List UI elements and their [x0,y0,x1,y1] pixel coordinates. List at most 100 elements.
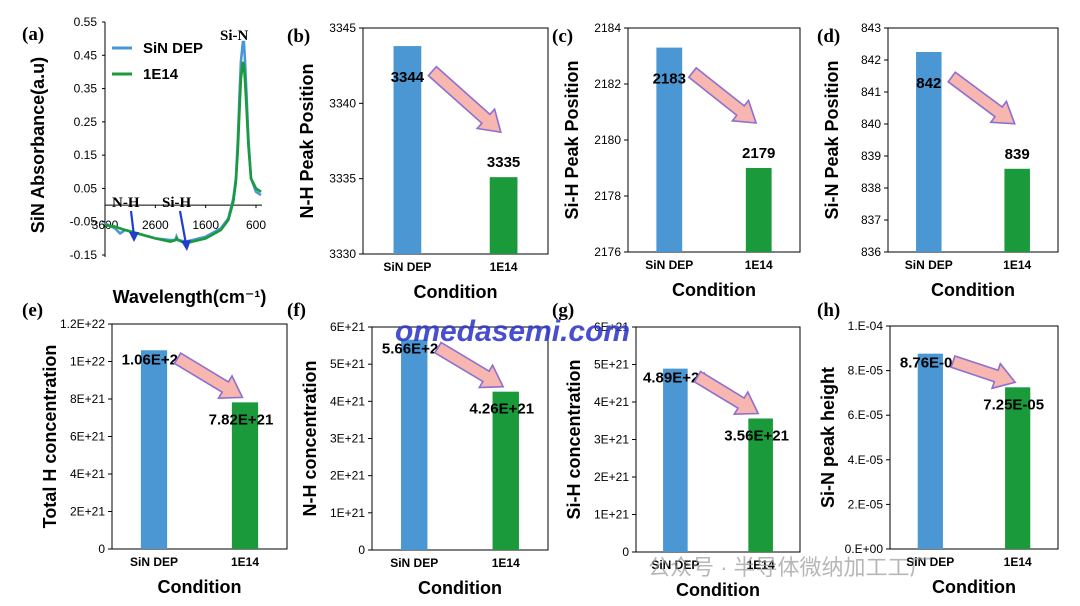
panel-label: (c) [552,26,573,47]
y-tick-label: 3340 [329,96,356,110]
category-label: 1E14 [745,258,773,272]
category-label: 1E14 [490,260,518,274]
data-label: 4.26E+21 [469,401,534,418]
x-axis-title: Condition [414,282,498,302]
panel-c: (c) 2184 2182 2180 2178 2176 SiN DEP 1E14 2183 21… [552,21,801,300]
x-axis-title: Condition [932,577,1016,597]
trend-arrow [947,71,1016,125]
y-tick-label: 0 [98,542,105,556]
y-tick-label: 0.25 [74,115,98,129]
y-axis-title: SiN Absorbance(a.u) [28,57,48,233]
bar-1e14 [489,177,518,254]
y-axis-title: Si-N peak height [818,367,838,508]
annotation-n-h: N-H [112,195,140,211]
pointer-arrow-head [129,232,139,242]
bar-sin-dep [401,339,428,550]
y-tick-label: 3E+21 [594,433,629,447]
y-tick-label: 5E+21 [594,358,629,372]
y-tick-label: 2180 [594,133,621,147]
category-label: 1E14 [1004,555,1032,569]
panel-label: (b) [287,26,310,47]
x-tick-label: 1600 [192,218,219,232]
y-tick-label: 837 [861,213,881,227]
x-axis-title: Condition [158,577,242,597]
y-tick-label: 2E+21 [330,469,365,483]
panel-e: (e) 1.2E+22 1E+22 8E+21 6E+21 4E+21 2E+21 0 SiN … [22,300,288,597]
category-label: SiN DEP [645,258,693,272]
plot-frame [889,325,1059,550]
y-tick-label: -0.05 [70,215,98,229]
y-tick-label: 3E+21 [330,432,365,446]
panel-f: (f) 6E+21 5E+21 4E+21 3E+21 2E+21 1E+21 0 SiN DE… [287,300,549,598]
y-tick-label: 6.E-05 [848,408,884,422]
y-tick-label: 1.2E+22 [60,317,105,331]
trend-arrow [687,66,758,124]
y-tick-label: 842 [861,53,881,67]
legend-entry: SiN DEP [143,40,203,57]
category-label: SiN DEP [390,556,438,570]
panel-label: (g) [552,300,574,321]
y-tick-label: 3335 [329,172,356,186]
y-tick-label: 2184 [594,21,621,35]
panel-label: (f) [287,300,306,321]
bar-sin-dep [140,350,168,549]
y-tick-label: 0.55 [74,15,98,29]
legend-entry: 1E14 [143,66,179,83]
bar-sin-dep [917,353,943,549]
category-label: 1E14 [747,558,775,572]
y-tick-label: 4E+21 [70,467,105,481]
y-tick-label: 4E+21 [594,395,629,409]
data-label: 1.06E+22 [122,351,187,368]
bar-1e14 [1005,387,1031,549]
data-label: 8.76E-05 [900,355,961,372]
y-tick-label: 5E+21 [330,357,365,371]
y-tick-label: 3345 [329,21,356,35]
y-tick-label: 2182 [594,77,621,91]
data-label: 5.66E+21 [382,341,447,358]
y-axis-title: Si-H Peak Position [562,60,582,219]
y-tick-label: 843 [861,21,881,35]
trend-arrow [950,354,1017,390]
annotation-si-h: Si-H [162,195,192,211]
panel-label: (d) [817,26,840,47]
data-label: 3335 [487,154,520,171]
y-tick-label: 0.45 [74,48,98,62]
y-tick-label: 2E+21 [594,470,629,484]
y-tick-label: 838 [861,181,881,195]
x-axis-title: Condition [676,580,760,600]
trend-arrow [433,341,505,389]
x-axis-title: Condition [931,280,1015,300]
y-tick-label: 4E+21 [330,394,365,408]
plot-frame [627,27,801,253]
category-label: SiN DEP [651,558,699,572]
y-tick-label: 1E+22 [70,355,105,369]
panel-h: (h) 1.E-04 8.E-05 6.E-05 4.E-05 2.E-05 0.E+00 S… [817,300,1059,597]
panel-b: (b) 3345 3340 3335 3330 SiN DEP 1E14 3344 3335 Co… [287,21,549,302]
y-tick-label: 2.E-05 [848,497,884,511]
y-axis-title: Si-N Peak Position [822,60,842,219]
category-label: 1E14 [1003,258,1031,272]
panel-label: (a) [22,24,44,45]
category-label: SiN DEP [383,260,431,274]
bar-sin-dep [656,47,683,252]
panel-label: (h) [817,300,840,321]
data-label: 2183 [653,71,686,88]
data-label: 4.89E+21 [643,370,708,387]
y-tick-label: 0.05 [74,181,98,195]
y-tick-label: -0.15 [70,248,98,262]
y-tick-label: 0.E+00 [845,542,884,556]
y-axis-title: Si-H concentration [564,359,584,519]
y-tick-label: 8.E-05 [848,364,884,378]
bar-1e14 [231,402,259,549]
data-label: 2179 [742,145,775,162]
data-label: 842 [916,75,941,92]
y-tick-label: 2178 [594,189,621,203]
y-tick-label: 1E+21 [330,506,365,520]
bar-sin-dep [663,368,688,552]
data-label: 7.25E-05 [983,396,1044,413]
bar-sin-dep [916,52,942,252]
x-axis-title: Wavelength(cm⁻¹) [113,287,267,307]
x-tick-label: 600 [246,218,266,232]
y-tick-label: 836 [861,245,881,259]
y-tick-label: 0 [358,543,365,557]
